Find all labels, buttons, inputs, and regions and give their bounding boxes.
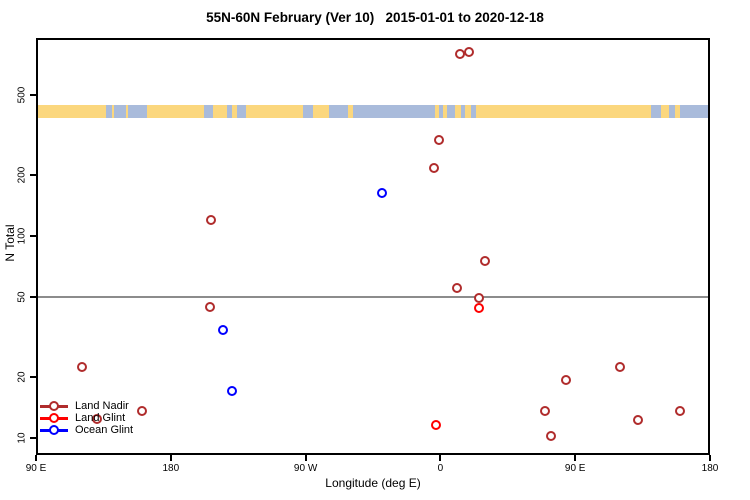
x-tick — [304, 455, 307, 461]
data-point-land-nadir — [433, 134, 444, 145]
y-tick — [30, 235, 36, 238]
data-point-land-nadir — [77, 361, 88, 372]
x-tick — [169, 455, 172, 461]
x-axis-label: Longitude (deg E) — [325, 476, 421, 490]
map-band-land-segment — [313, 105, 330, 118]
map-band — [38, 105, 708, 118]
map-band-land-segment — [464, 105, 472, 118]
map-band-land-segment — [435, 105, 440, 118]
x-tick-label: 90 E — [25, 463, 47, 474]
data-point-land-nadir — [615, 361, 626, 372]
y-tick — [30, 436, 36, 439]
y-tick-label: 50 — [16, 291, 28, 303]
data-point-ocean-glint — [227, 386, 238, 397]
map-band-land-segment — [443, 105, 448, 118]
reference-line-50 — [38, 295, 708, 298]
data-point-land-nadir — [451, 283, 462, 294]
y-tick — [30, 94, 36, 97]
map-band-land-segment — [455, 105, 461, 118]
map-band-land-segment — [674, 105, 680, 118]
data-point-land-nadir — [92, 413, 103, 424]
x-tick — [35, 455, 37, 461]
data-point-land-glint — [474, 302, 485, 313]
y-tick-label: 200 — [16, 166, 28, 184]
map-band-land-segment — [231, 105, 237, 118]
x-tick — [709, 455, 711, 461]
x-tick — [439, 455, 442, 461]
data-point-land-nadir — [480, 256, 491, 267]
data-point-land-nadir — [474, 292, 485, 303]
x-tick-label: 180 — [162, 463, 180, 474]
x-tick-label: 0 — [437, 463, 444, 474]
x-tick-label: 90 W — [293, 463, 318, 474]
map-band-land-segment — [245, 105, 304, 118]
data-point-ocean-glint — [218, 325, 229, 336]
legend-label: Land Nadir — [75, 400, 129, 412]
legend-circle-icon — [49, 401, 59, 411]
y-tick — [30, 375, 36, 378]
data-point-land-nadir — [137, 406, 148, 417]
data-point-land-nadir — [204, 301, 215, 312]
y-tick-label: 10 — [16, 432, 28, 444]
x-tick-label: 90 E — [564, 463, 586, 474]
data-point-land-nadir — [206, 215, 217, 226]
chart-title: 55N-60N February (Ver 10) 2015-01-01 to … — [206, 10, 544, 25]
data-point-land-nadir — [540, 406, 551, 417]
y-tick-label: 20 — [16, 371, 28, 383]
map-band-land-segment — [111, 105, 115, 118]
data-point-ocean-glint — [376, 188, 387, 199]
data-point-land-glint — [430, 419, 441, 430]
map-band-land-segment — [475, 105, 652, 118]
y-tick-label: 500 — [16, 86, 28, 104]
map-band-land-segment — [147, 105, 205, 118]
data-point-land-nadir — [561, 375, 572, 386]
x-tick-label: 180 — [701, 463, 719, 474]
legend-circle-icon — [49, 425, 59, 435]
data-point-land-nadir — [463, 46, 474, 57]
map-band-land-segment — [661, 105, 670, 118]
plot-area — [36, 38, 710, 455]
y-tick — [30, 174, 36, 177]
map-band-land-segment — [125, 105, 129, 118]
x-tick — [574, 455, 577, 461]
data-point-land-nadir — [546, 430, 557, 441]
legend-label: Land Glint — [75, 412, 126, 424]
legend-label: Ocean Glint — [75, 424, 134, 436]
map-band-land-segment — [212, 105, 227, 118]
y-tick-label: 100 — [16, 227, 28, 245]
y-axis-label: N Total — [3, 224, 17, 262]
data-point-land-nadir — [633, 415, 644, 426]
y-tick — [30, 295, 36, 298]
legend-circle-icon — [49, 413, 59, 423]
map-band-land-segment — [348, 105, 353, 118]
map-band-land-segment — [38, 105, 106, 118]
data-point-land-nadir — [429, 162, 440, 173]
data-point-land-nadir — [675, 406, 686, 417]
